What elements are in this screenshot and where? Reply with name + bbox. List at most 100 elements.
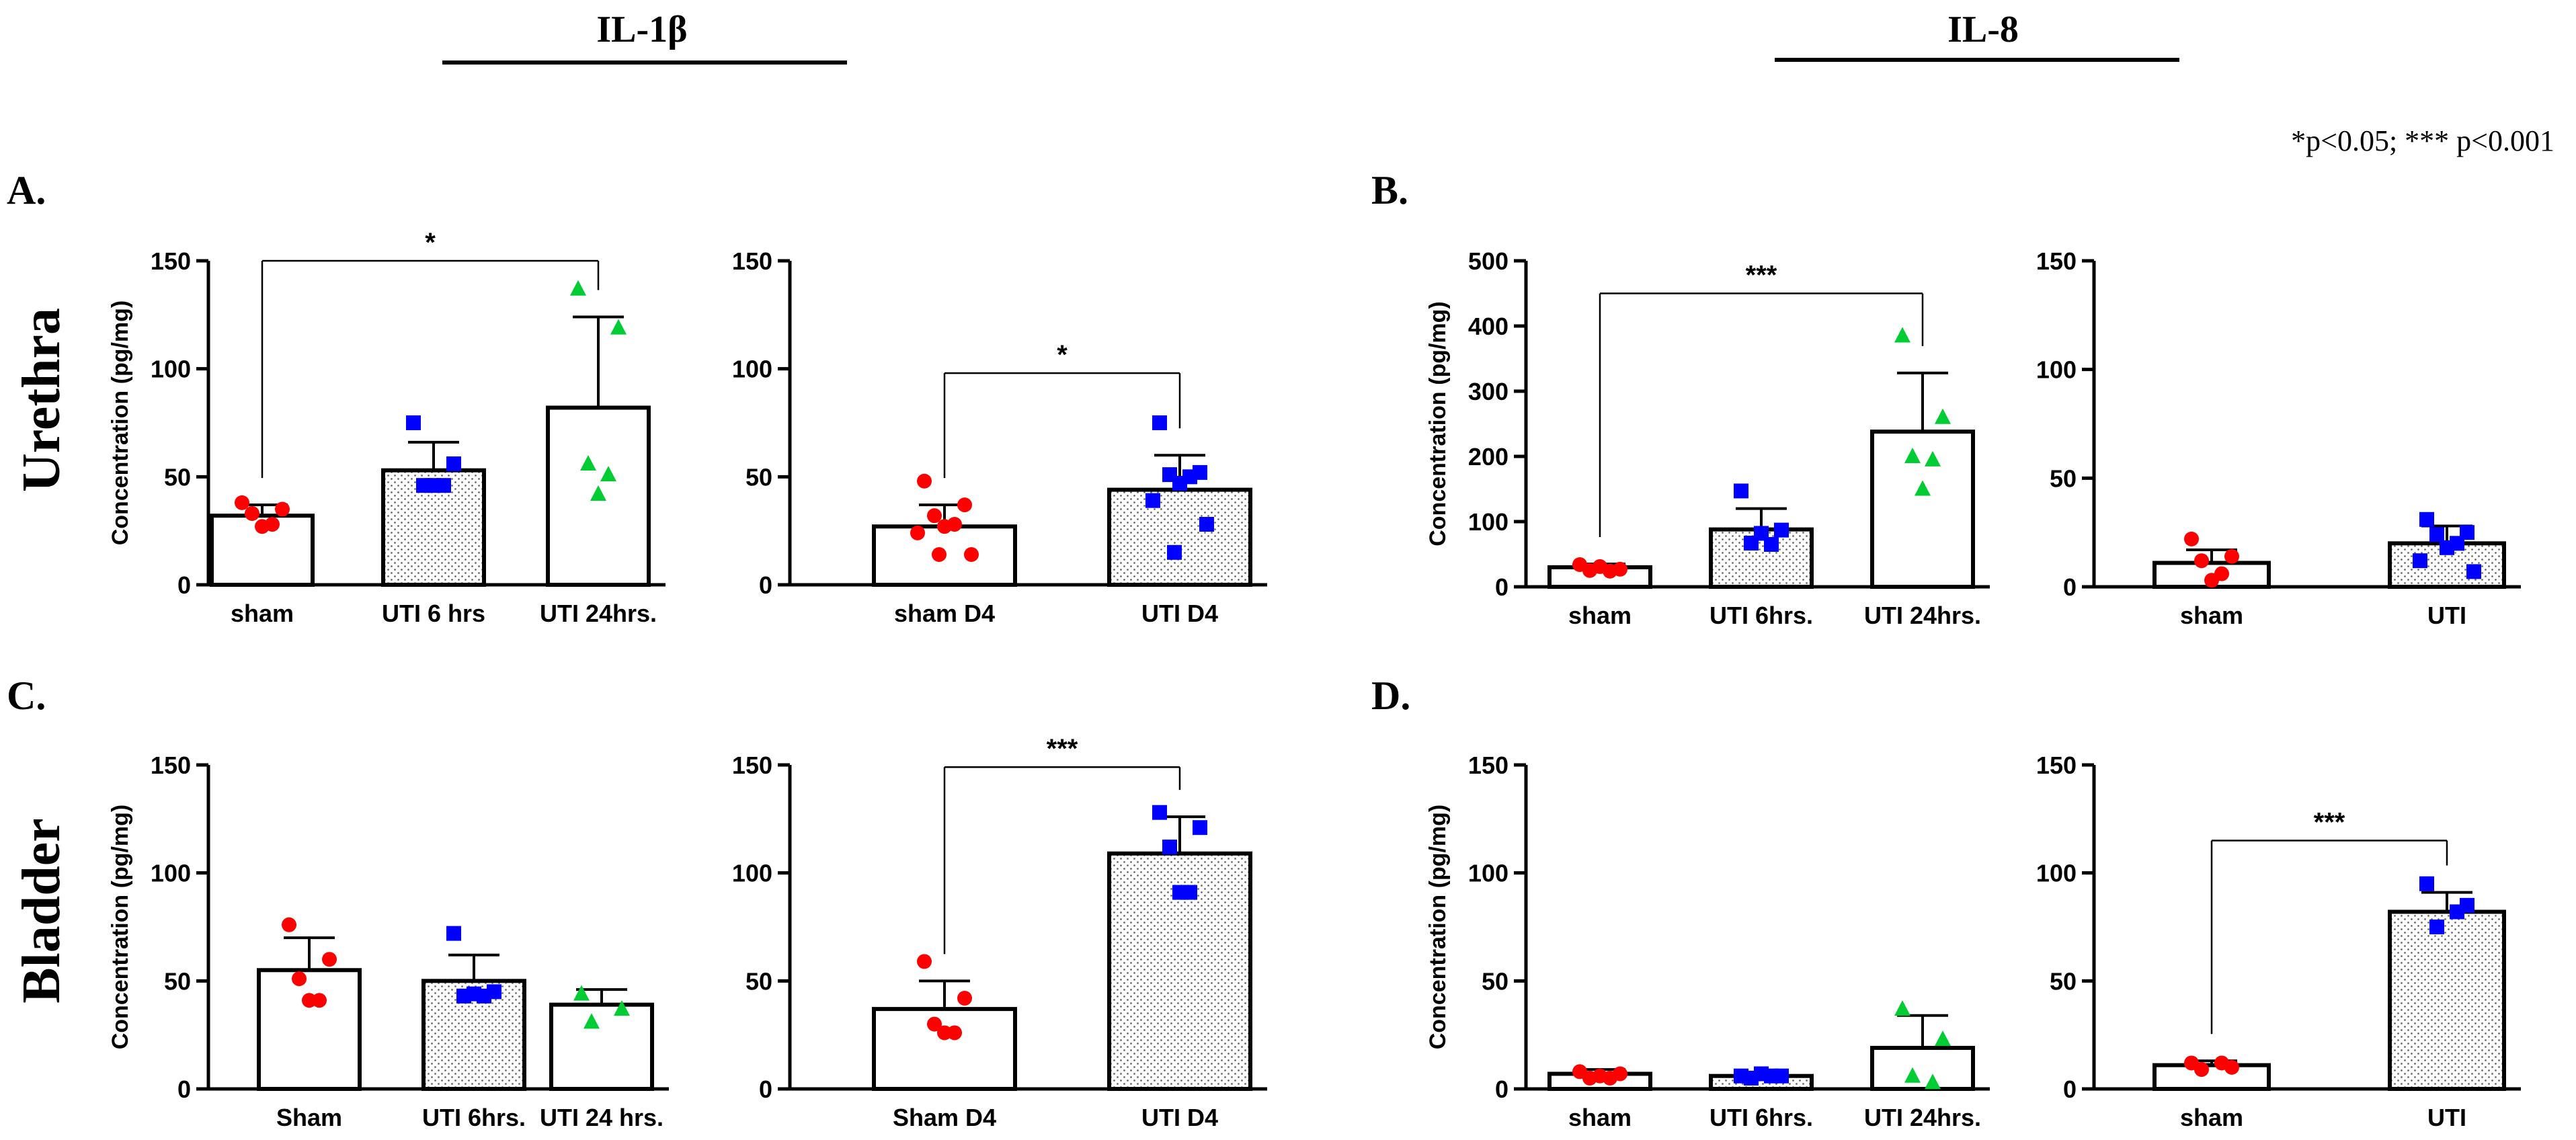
category-label: UTI <box>2427 1104 2466 1131</box>
y-tick-label: 150 <box>2036 751 2077 779</box>
y-tick-label: 150 <box>151 751 191 779</box>
y-tick-label: 100 <box>2036 356 2077 384</box>
data-point <box>1199 517 1214 532</box>
data-point <box>583 1013 600 1029</box>
data-point <box>590 485 606 501</box>
data-point <box>1754 1066 1769 1082</box>
category-label: Sham <box>276 1104 342 1131</box>
category-label: sham <box>2180 1104 2243 1131</box>
category-label: sham <box>1568 602 1632 629</box>
data-point <box>1193 820 1207 836</box>
chart-a-1: 0 50 100 150 sham D4 UTI D4 * <box>732 247 1267 627</box>
y-tick-label: 0 <box>177 1075 191 1103</box>
sig-label: * <box>1057 340 1068 370</box>
y-axis-label: Concentration (pg/mg) <box>1425 805 1451 1050</box>
y-tick-label: 50 <box>746 463 772 491</box>
data-point <box>1774 522 1789 538</box>
sig-label: *** <box>1746 261 1777 290</box>
category-label: UTI 6hrs. <box>1709 602 1813 629</box>
category-label: sham D4 <box>894 600 995 627</box>
data-point <box>957 991 972 1006</box>
y-tick-label: 100 <box>2036 860 2077 887</box>
y-tick-label: 0 <box>1495 1075 1508 1103</box>
data-point <box>1152 805 1167 820</box>
data-point <box>1593 1068 1607 1084</box>
data-point <box>1904 448 1921 463</box>
data-point <box>1894 1000 1910 1016</box>
data-point <box>1172 475 1187 491</box>
data-point <box>1935 1030 1951 1047</box>
y-axis-label: Concentration (pg/mg) <box>108 805 133 1050</box>
data-point <box>2440 540 2454 555</box>
y-tick-label: 50 <box>164 967 191 995</box>
data-point <box>1162 840 1177 855</box>
data-point <box>964 547 979 563</box>
category-label: UTI 24hrs. <box>1864 1104 1981 1131</box>
data-point <box>2466 564 2481 579</box>
y-tick-label: 400 <box>1468 313 1508 340</box>
y-tick-label: 0 <box>759 571 772 599</box>
row-label-urethra: Urethra <box>12 308 71 492</box>
y-tick-label: 100 <box>151 356 191 383</box>
data-point <box>1894 327 1910 343</box>
y-tick-label: 200 <box>1468 443 1508 471</box>
data-point <box>1915 480 1931 496</box>
bar <box>381 468 486 587</box>
data-point <box>1904 1067 1921 1083</box>
data-point <box>2194 1062 2209 1077</box>
data-point <box>1935 408 1951 424</box>
sig-label: * <box>425 228 436 257</box>
data-point <box>910 525 925 540</box>
bar <box>1870 1045 1975 1091</box>
chart-d-6: 0 50 100 150 Concentration (pg/mg) sham UTI 6h… <box>1425 751 1990 1131</box>
category-label: UTI 6 hrs <box>382 600 485 627</box>
y-axis-label: Concentration (pg/mg) <box>1425 301 1451 546</box>
col-title-il1b: IL-1β <box>596 9 687 50</box>
y-tick-label: 150 <box>732 751 772 779</box>
data-point <box>255 519 270 534</box>
panel-letter-c: C. <box>7 674 46 718</box>
data-point <box>570 280 586 296</box>
data-point <box>610 319 627 335</box>
category-label: UTI 6hrs. <box>422 1104 526 1131</box>
data-point <box>2204 573 2219 588</box>
y-tick-label: 100 <box>732 860 772 887</box>
data-point <box>600 466 616 482</box>
y-tick-label: 150 <box>151 247 191 275</box>
data-point <box>406 415 421 430</box>
data-point <box>614 1000 630 1016</box>
data-point <box>282 917 296 932</box>
y-tick-label: 100 <box>732 356 772 383</box>
y-axis-label: Concentration (pg/mg) <box>108 300 133 546</box>
category-label: sham <box>2180 602 2243 629</box>
data-point <box>1145 493 1160 508</box>
data-point <box>292 971 307 987</box>
data-point <box>927 508 942 524</box>
data-point <box>235 495 249 510</box>
data-point <box>302 993 317 1008</box>
chart-b-2: 0 100 200 300 400 500 Concentration (pg/mg) sha… <box>1425 247 1990 629</box>
bar <box>1107 487 1252 587</box>
data-point <box>2184 531 2199 546</box>
data-point <box>1925 1073 1941 1090</box>
y-tick-label: 150 <box>1468 751 1508 779</box>
data-point <box>1925 450 1941 466</box>
sig-label: *** <box>2314 807 2345 837</box>
y-tick-label: 150 <box>732 247 772 275</box>
y-tick-label: 50 <box>164 463 191 491</box>
col-title-il8: IL-8 <box>1947 9 2019 50</box>
data-point <box>2224 548 2239 564</box>
data-point <box>2194 553 2209 569</box>
y-tick-label: 50 <box>746 967 772 995</box>
y-tick-label: 500 <box>1468 247 1508 275</box>
data-point <box>467 986 481 1002</box>
data-point <box>1593 559 1607 574</box>
data-point <box>2450 904 2464 920</box>
chart-d-7: 0 50 100 150 sham UTI *** <box>2036 751 2521 1131</box>
category-label: UTI 24 hrs. <box>540 1104 663 1131</box>
chart-c-4: 0 50 100 150 Concentration (pg/mg) Sham UTI 6h… <box>108 751 669 1131</box>
bar <box>2152 1063 2271 1091</box>
data-point <box>446 456 461 472</box>
y-tick-label: 100 <box>151 860 191 887</box>
